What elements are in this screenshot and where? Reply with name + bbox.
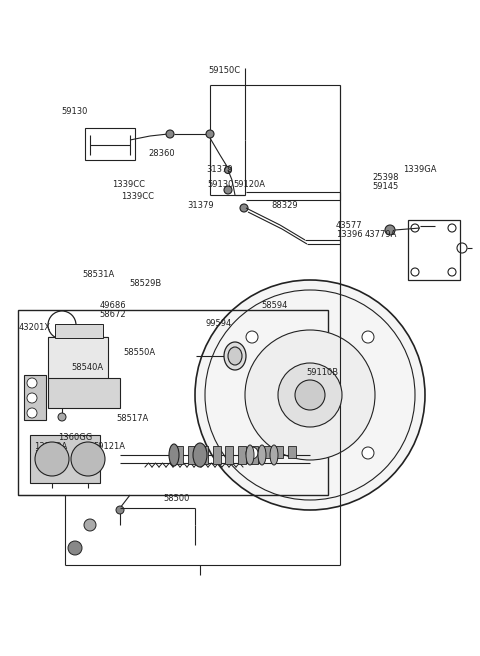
Circle shape — [71, 442, 105, 476]
Text: 59110B: 59110B — [306, 368, 338, 377]
Text: 43779A: 43779A — [365, 230, 397, 239]
Text: 59145: 59145 — [372, 182, 398, 191]
Bar — [175, 446, 183, 464]
Circle shape — [206, 130, 214, 138]
Text: 58594: 58594 — [262, 301, 288, 310]
Text: 13396: 13396 — [336, 230, 362, 239]
Text: 88329: 88329 — [271, 201, 298, 211]
Text: 59130: 59130 — [207, 180, 234, 189]
Circle shape — [245, 330, 375, 460]
Circle shape — [27, 378, 37, 388]
Circle shape — [246, 331, 258, 343]
Circle shape — [246, 447, 258, 459]
Bar — [200, 446, 208, 464]
Circle shape — [58, 413, 66, 421]
Text: 58540A: 58540A — [71, 363, 103, 372]
Circle shape — [84, 519, 96, 531]
Bar — [250, 446, 258, 464]
Bar — [188, 446, 196, 464]
Bar — [48, 337, 108, 379]
Text: 1310SA: 1310SA — [34, 450, 66, 459]
Text: 99594: 99594 — [205, 319, 232, 328]
Text: 59150C: 59150C — [209, 66, 241, 75]
Text: 1339GA: 1339GA — [403, 165, 437, 174]
Circle shape — [224, 186, 232, 194]
Circle shape — [27, 408, 37, 418]
Ellipse shape — [193, 443, 207, 467]
Text: 31379: 31379 — [187, 201, 214, 211]
Circle shape — [225, 167, 231, 173]
Text: 58529B: 58529B — [130, 279, 162, 288]
Text: 43201X: 43201X — [18, 323, 50, 333]
Circle shape — [48, 311, 76, 339]
Text: 28360: 28360 — [149, 149, 175, 158]
Ellipse shape — [270, 445, 278, 465]
Circle shape — [35, 442, 69, 476]
Text: 1339CC: 1339CC — [112, 180, 145, 189]
Text: 58500: 58500 — [163, 494, 190, 503]
Circle shape — [278, 363, 342, 427]
Ellipse shape — [258, 445, 266, 465]
Text: 1360GG: 1360GG — [59, 433, 93, 442]
Bar — [48, 378, 120, 408]
Bar — [238, 446, 246, 464]
Bar — [85, 128, 135, 160]
Ellipse shape — [246, 445, 254, 465]
Circle shape — [362, 447, 374, 459]
Text: 59120A: 59120A — [234, 180, 266, 189]
Bar — [288, 446, 296, 458]
Circle shape — [166, 130, 174, 138]
Text: 1339CC: 1339CC — [121, 192, 155, 201]
Text: 59121A: 59121A — [94, 441, 126, 451]
Bar — [225, 446, 233, 464]
Bar — [275, 446, 283, 458]
Circle shape — [362, 331, 374, 343]
Ellipse shape — [228, 347, 242, 365]
Text: 25398: 25398 — [372, 173, 398, 182]
Text: 58550A: 58550A — [124, 348, 156, 358]
Ellipse shape — [224, 342, 246, 370]
Ellipse shape — [169, 444, 179, 466]
Bar — [213, 446, 221, 464]
Text: 58672: 58672 — [99, 310, 126, 319]
Circle shape — [116, 506, 124, 514]
Bar — [18, 310, 328, 495]
Text: 31379: 31379 — [206, 165, 233, 174]
Text: 49686: 49686 — [99, 301, 126, 310]
Text: 43577: 43577 — [336, 220, 362, 230]
Circle shape — [385, 225, 395, 235]
Circle shape — [68, 541, 82, 555]
Bar — [24, 375, 46, 420]
Text: 58531A: 58531A — [83, 270, 115, 279]
Text: 1310DA: 1310DA — [34, 441, 67, 451]
Circle shape — [27, 393, 37, 403]
Bar — [408, 220, 460, 280]
Bar — [263, 446, 271, 458]
Bar — [30, 435, 100, 483]
Text: 59130: 59130 — [61, 107, 88, 116]
Circle shape — [295, 380, 325, 410]
Circle shape — [195, 280, 425, 510]
Circle shape — [240, 204, 248, 212]
Bar — [55, 324, 103, 338]
Text: 58517A: 58517A — [117, 414, 149, 423]
